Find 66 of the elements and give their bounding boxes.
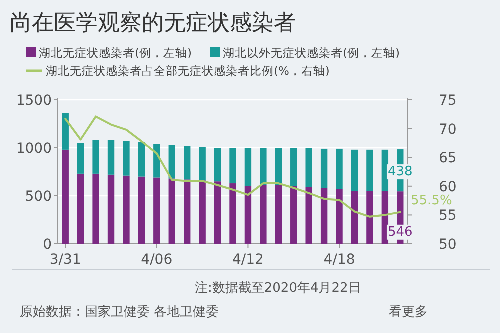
bar xyxy=(138,142,146,177)
y-tick-label: 0 xyxy=(43,237,52,253)
bar xyxy=(290,186,298,244)
bar xyxy=(62,113,69,150)
bar xyxy=(260,185,267,244)
y2-tick-label: 55 xyxy=(439,208,457,224)
chart-title: 尚在医学观察的无症状感染者 xyxy=(10,11,296,36)
bar xyxy=(290,148,298,186)
y2-tick-label: 60 xyxy=(439,179,457,196)
bar xyxy=(199,180,206,244)
data-label: 55.5% xyxy=(411,193,452,208)
x-tick-label: 4/06 xyxy=(141,252,173,268)
bar xyxy=(138,176,146,244)
bar xyxy=(108,140,115,175)
bar xyxy=(244,148,252,186)
bar xyxy=(244,186,252,244)
bar xyxy=(214,182,222,244)
y-tick-label: 1500 xyxy=(16,93,52,109)
bar xyxy=(366,150,374,192)
bar xyxy=(92,140,100,174)
bar xyxy=(260,148,267,186)
bar xyxy=(336,189,343,244)
text: 看更多 xyxy=(389,305,428,320)
x-tick-label: 3/31 xyxy=(50,252,82,268)
bar xyxy=(351,150,358,192)
bar xyxy=(275,185,282,244)
y-tick-label: 500 xyxy=(25,189,52,205)
y-tick-label: 1000 xyxy=(16,141,52,157)
bar xyxy=(77,143,84,174)
legend-label: 湖北无症状感染者(例，左轴) xyxy=(39,46,192,60)
legend-label: 湖北以外无症状感染者(例，左轴) xyxy=(223,46,400,60)
legend-label: 湖北无症状感染者占全部无症状感染者比例(%，右轴) xyxy=(46,64,330,78)
bar xyxy=(366,191,374,244)
bar xyxy=(168,145,176,179)
x-tick-label: 4/12 xyxy=(232,252,264,268)
bar xyxy=(275,148,282,186)
bar xyxy=(108,174,115,244)
y2-tick-label: 50 xyxy=(439,237,457,253)
bar xyxy=(214,148,222,182)
text: 注:数据截至2020年4月22日 xyxy=(195,281,362,296)
bar xyxy=(306,187,312,244)
bar xyxy=(154,144,160,178)
bar xyxy=(351,191,358,244)
y2-tick-label: 70 xyxy=(439,122,457,138)
bar xyxy=(154,178,160,244)
bar xyxy=(336,148,343,190)
data-label: 546 xyxy=(388,224,413,240)
text: 原始数据：国家卫健委 各地卫健委 xyxy=(20,304,220,320)
bar xyxy=(168,178,176,244)
bar xyxy=(320,188,328,244)
y2-tick-label: 65 xyxy=(439,150,457,167)
bar xyxy=(184,146,191,180)
bar xyxy=(123,141,130,176)
bar xyxy=(77,174,84,244)
bar xyxy=(230,184,236,244)
x-tick-label: 4/18 xyxy=(324,252,356,268)
bar xyxy=(230,148,236,184)
bar xyxy=(184,180,191,244)
bar xyxy=(320,148,328,188)
bar xyxy=(62,150,69,244)
bar xyxy=(199,147,206,181)
data-label: 438 xyxy=(388,164,413,180)
bar xyxy=(306,148,312,188)
bar xyxy=(123,176,130,244)
y2-tick-label: 75 xyxy=(439,93,457,109)
bar xyxy=(92,174,100,244)
